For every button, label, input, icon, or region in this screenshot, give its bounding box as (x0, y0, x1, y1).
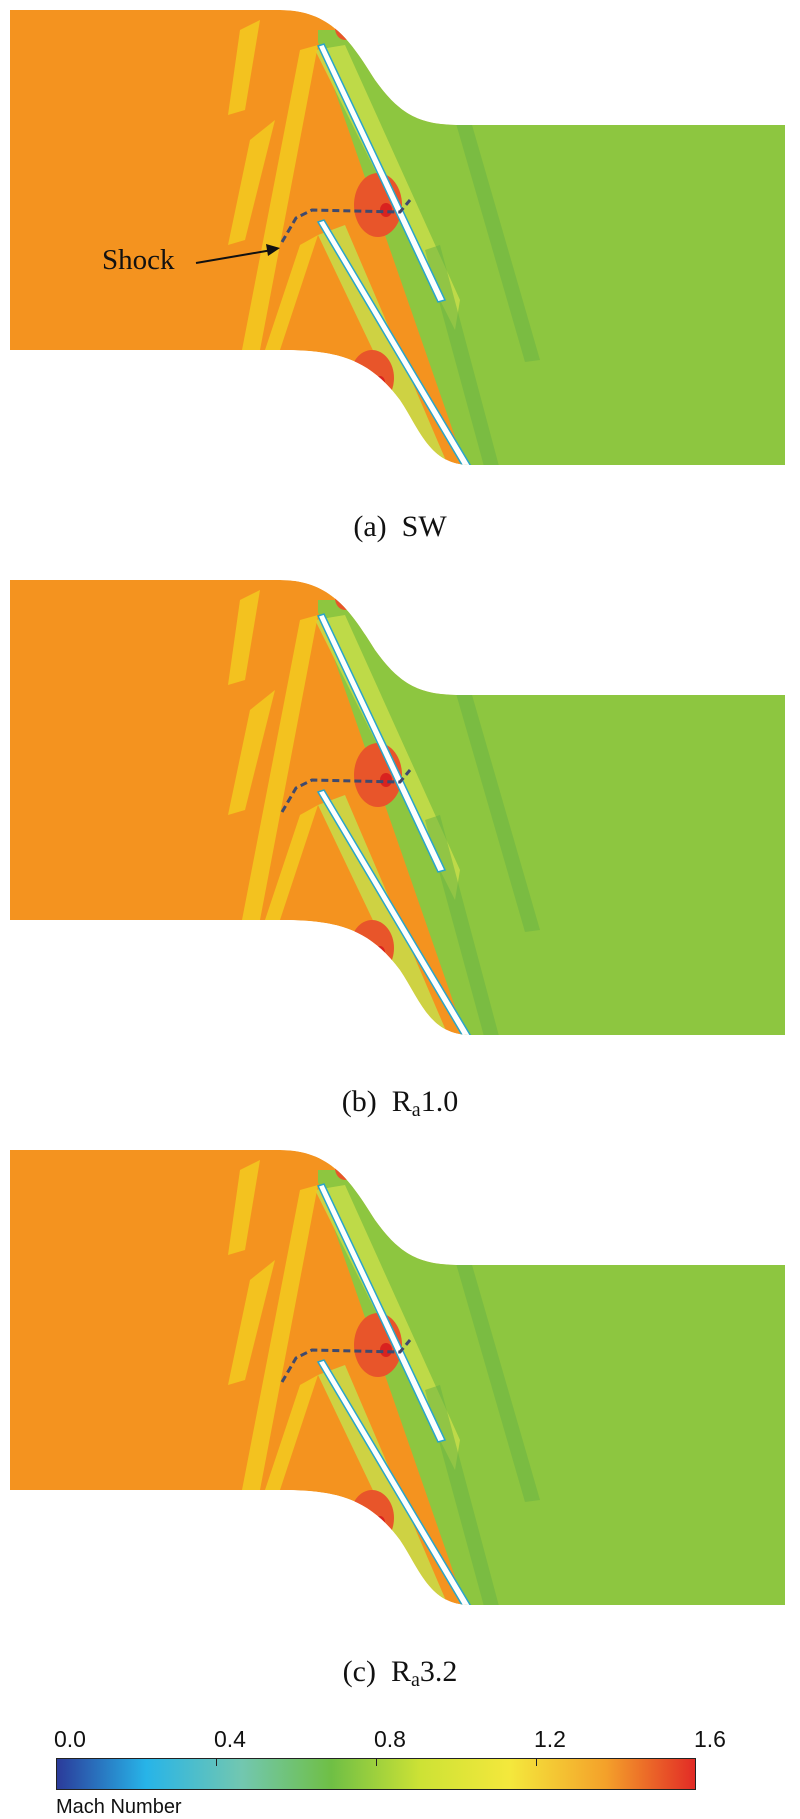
flow-field (10, 580, 785, 1035)
streak (455, 1258, 540, 1502)
colorbar-tickmark (56, 1758, 57, 1766)
streak (265, 805, 318, 920)
downstream-region (318, 600, 785, 1035)
panel-c (0, 1140, 800, 1615)
flow-field (10, 10, 785, 465)
shock-arrow (195, 249, 273, 264)
caption-a-prefix: (a) (353, 510, 387, 543)
high-mach-pocket (335, 1156, 355, 1180)
streak (455, 688, 540, 932)
caption-a: (a) SW (0, 510, 800, 544)
colorbar-tickmark (536, 1758, 537, 1766)
transition-band (318, 225, 450, 465)
streak (242, 615, 318, 920)
peak-mach (380, 203, 392, 217)
peak-mach (375, 376, 385, 388)
peak-mach (380, 1343, 392, 1357)
caption-c-text: R (390, 1655, 411, 1688)
shock-label: Shock (102, 244, 175, 276)
caption-c-prefix: (c) (342, 1655, 376, 1688)
streak (455, 118, 540, 362)
high-mach-pocket (350, 920, 394, 976)
caption-c-value: 3.2 (419, 1655, 458, 1688)
streak (228, 1260, 275, 1385)
colorbar-title: Mach Number (56, 1796, 182, 1818)
colorbar-tick-label: 0.4 (214, 1726, 246, 1752)
peak-mach (375, 1516, 385, 1528)
colorbar-tickmark (695, 1758, 696, 1766)
mach-contour-a (10, 10, 785, 465)
transition-band (318, 1365, 450, 1605)
shock-arrowhead (266, 244, 280, 256)
blade (316, 1359, 474, 1605)
transition-band (318, 795, 450, 1035)
shock-line (280, 769, 412, 813)
colorbar-tick-label: 1.2 (534, 1726, 566, 1752)
streak (265, 1375, 318, 1490)
high-mach-pocket (350, 1490, 394, 1546)
streak (425, 815, 500, 1035)
caption-b-value: 1.0 (420, 1085, 459, 1118)
caption-c-sub: a (410, 1669, 420, 1691)
blade (316, 1183, 447, 1443)
downstream-region (318, 1170, 785, 1605)
mach-contour-c (10, 1150, 785, 1605)
shock-line (280, 199, 412, 243)
caption-b-text: R (391, 1085, 412, 1118)
high-mach-pocket (335, 586, 355, 610)
streak (425, 1385, 500, 1605)
colorbar-tick-label: 1.6 (694, 1726, 726, 1752)
high-mach-pocket (335, 16, 355, 40)
caption-a-text: SW (401, 510, 447, 543)
shock-line (280, 1339, 412, 1383)
colorbar-tick-label: 0.8 (374, 1726, 406, 1752)
colorbar-tickmark (216, 1758, 217, 1766)
peak-mach (375, 946, 385, 958)
streak (265, 235, 318, 350)
caption-c: (c) Ra3.2 (0, 1655, 800, 1692)
streak (228, 20, 260, 115)
streak (228, 120, 275, 245)
mach-colorbar: 0.0 0.4 0.8 1.2 1.6 (54, 1726, 726, 1790)
mach-contour-b (10, 580, 785, 1035)
caption-b-prefix: (b) (341, 1085, 377, 1118)
streak (228, 690, 275, 815)
blade (316, 789, 474, 1035)
blade (316, 43, 447, 303)
colorbar-tickmark (376, 1758, 377, 1766)
streak (242, 1185, 318, 1490)
streak (228, 590, 260, 685)
caption-b-sub: a (411, 1099, 421, 1121)
flow-field (10, 1150, 785, 1605)
blade (316, 219, 474, 465)
colorbar-tick-label: 0.0 (54, 1726, 86, 1752)
panel-b (0, 570, 800, 1045)
high-mach-pocket (350, 350, 394, 406)
streak (425, 245, 500, 465)
streak (242, 45, 318, 350)
peak-mach (380, 773, 392, 787)
blade (316, 613, 447, 873)
caption-b: (b) Ra1.0 (0, 1085, 800, 1122)
streak (228, 1160, 260, 1255)
downstream-region (318, 30, 785, 465)
panel-a (0, 0, 800, 475)
